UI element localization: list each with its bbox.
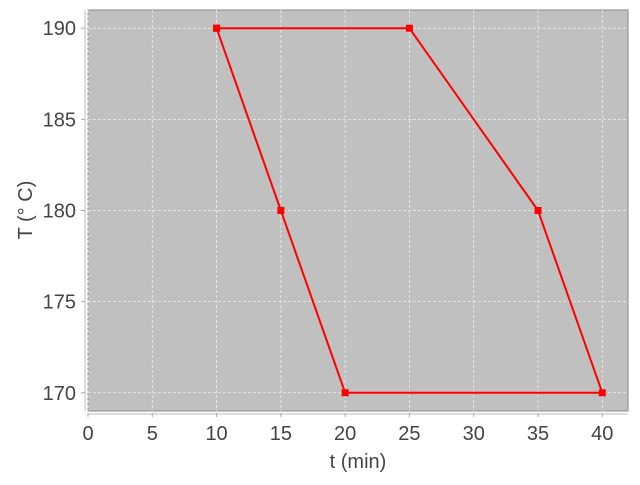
y-tick-label: 190 (43, 18, 76, 40)
x-tick-label: 40 (591, 423, 613, 445)
data-point (534, 207, 542, 214)
x-tick-label: 35 (527, 423, 549, 445)
x-axis-label: t (min) (330, 451, 387, 473)
y-axis-label: T (° C) (15, 181, 37, 240)
data-point (213, 24, 221, 32)
x-tick-label: 15 (270, 423, 292, 445)
data-point (598, 389, 606, 397)
x-tick-label: 10 (205, 423, 227, 445)
y-tick-label: 170 (43, 383, 76, 405)
y-tick-label: 180 (43, 201, 76, 223)
x-tick-label: 25 (398, 423, 420, 445)
data-point (277, 207, 285, 214)
data-point (405, 24, 413, 32)
x-tick-label: 0 (82, 423, 93, 445)
data-point (341, 389, 349, 397)
x-tick-label: 5 (147, 423, 158, 445)
x-tick-label: 20 (334, 423, 356, 445)
y-tick-label: 175 (43, 292, 76, 314)
y-tick-label: 185 (43, 109, 76, 131)
x-tick-label: 30 (463, 423, 485, 445)
